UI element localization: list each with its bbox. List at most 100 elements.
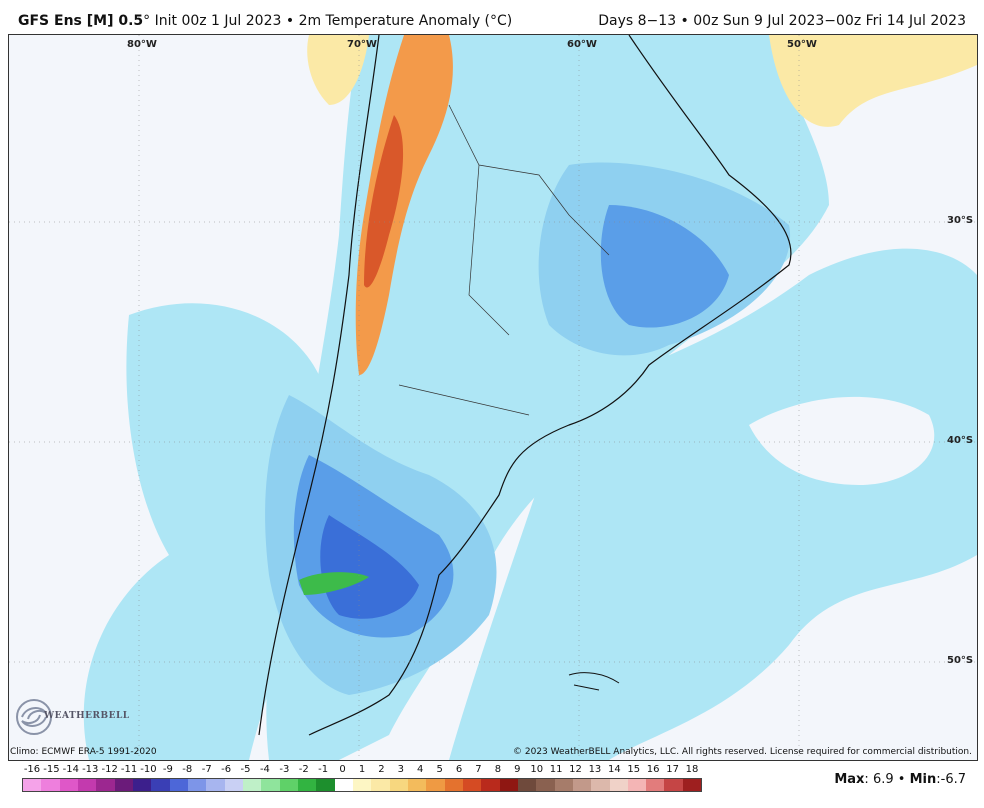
maxmin-separator: • [897, 772, 906, 787]
colorbar-swatch [206, 779, 225, 791]
valid-period: Days 8−13 • 00z Sun 9 Jul 2023−00z Fri 1… [598, 13, 966, 29]
degree-symbol: ° [143, 13, 151, 29]
colorbar-swatch [151, 779, 170, 791]
colorbar-tick-label: 5 [436, 764, 443, 775]
title-bullet: • [285, 13, 295, 29]
colorbar-labels: -16 -15 -14 -13 -12 -11 -10 -9 -8 -7 -6 -5 -4 -3 -2 -1 0… [22, 764, 702, 778]
colorbar-swatch [41, 779, 60, 791]
colorbar-swatch [389, 779, 408, 791]
lat-label-30s: 30°S [947, 215, 974, 226]
field-name: 2m Temperature Anomaly (°C) [298, 13, 513, 29]
lat-label-50s: 50°S [947, 655, 974, 666]
colorbar-tick-label: 3 [397, 764, 404, 775]
colorbar-swatch [426, 779, 445, 791]
colorbar-swatch [352, 779, 372, 791]
chile-coastline [258, 35, 380, 736]
pacific-warm-patch [307, 35, 369, 105]
colorbar-tick-label: 17 [666, 764, 679, 775]
colorbar-tick-label: -15 [43, 764, 60, 775]
climatology-note: Climo: ECMWF ERA-5 1991-2020 [10, 747, 157, 757]
colorbar-tick-label: -5 [240, 764, 251, 775]
pacific-anomaly-region [83, 303, 329, 760]
copyright-notice: © 2023 WeatherBELL Analytics, LLC. All r… [513, 747, 972, 757]
anomaly-map: 80°W 70°W 60°W 50°W 30°S 40°S 50°S [8, 34, 978, 761]
colorbar-swatch [444, 779, 463, 791]
atlantic-neutral-patch [749, 396, 935, 485]
colorbar-tick-label: 11 [549, 764, 563, 775]
lon-label-60w: 60°W [567, 39, 597, 50]
init-time: Init 00z 1 Jul 2023 [154, 13, 282, 29]
colorbar-tick-label: 14 [607, 764, 621, 775]
colorbar-tick-label: -10 [140, 764, 157, 775]
colorbar-tick-label: 7 [475, 764, 482, 775]
colorbar-swatch [23, 779, 42, 791]
min-label: Min [909, 772, 937, 787]
colorbar-swatch [297, 779, 317, 791]
colorbar-swatch [572, 779, 592, 791]
colorbar-tick-label: -16 [23, 764, 41, 775]
colorbar-tick-label: -8 [182, 764, 193, 775]
colorbar-swatch [169, 779, 188, 791]
colorbar-swatch [499, 779, 518, 791]
colorbar-tick-label: 0 [339, 764, 346, 775]
falkland-islands [568, 672, 620, 691]
colorbar-tick-label: -9 [162, 764, 173, 775]
colorbar-swatch [187, 779, 207, 791]
colorbar-swatch [517, 779, 537, 791]
colorbar-swatch [646, 779, 665, 791]
strong-cold-anomaly [299, 572, 369, 595]
colorbar-swatch [664, 779, 683, 791]
colorbar-swatch [591, 779, 610, 791]
colorbar-swatch [627, 779, 647, 791]
colorbar-swatch [96, 779, 115, 791]
colorbar-tick-label: 18 [685, 764, 699, 775]
colorbar-tick-label: -6 [221, 764, 232, 775]
colorbar-swatch [261, 779, 280, 791]
colorbar-swatch [224, 779, 243, 791]
colorbar-swatch [481, 779, 500, 791]
min-value: -6.7 [940, 772, 966, 787]
colorbar-swatch [334, 779, 353, 791]
colorbar-tick-label: 1 [358, 764, 366, 775]
colorbar [22, 778, 702, 792]
colorbar-swatch [371, 779, 390, 791]
model-name: GFS Ens [M] 0.5 [18, 13, 144, 29]
colorbar-tick-label: 15 [627, 764, 641, 775]
colorbar-swatch [242, 779, 262, 791]
colorbar-tick-label: 12 [569, 764, 582, 775]
weatherbell-logo: WEATHERBELL [14, 697, 129, 741]
colorbar-swatch [114, 779, 133, 791]
colorbar-tick-label: -14 [62, 764, 79, 775]
andes-warm-anomaly [355, 35, 453, 375]
colorbar-tick-label: 16 [646, 764, 660, 775]
colorbar-swatch [682, 779, 702, 791]
colorbar-tick-label: -4 [259, 764, 270, 775]
lon-label-50w: 50°W [787, 39, 817, 50]
brazil-warm-patch [769, 35, 977, 127]
colorbar-swatch [279, 779, 298, 791]
logo-wordmark: WEATHERBELL [44, 711, 130, 721]
colorbar-swatch [609, 779, 628, 791]
colorbar-tick-label: 2 [378, 764, 385, 775]
lon-label-70w: 70°W [347, 39, 377, 50]
colorbar-swatch [77, 779, 97, 791]
max-min-readout: Max: 6.9 • Min:-6.7 [834, 772, 966, 787]
colorbar-tick-label: -11 [120, 764, 138, 775]
colorbar-tick-label: 8 [494, 764, 502, 775]
colorbar-tick-label: -7 [201, 764, 212, 775]
title-bar: GFS Ens [M] 0.5° Init 00z 1 Jul 2023 • 2… [0, 0, 984, 34]
colorbar-swatch [316, 779, 335, 791]
colorbar-tick-label: -13 [82, 764, 99, 775]
province-borders [398, 104, 610, 416]
colorbar-swatch [462, 779, 482, 791]
colorbar-tick-label: -3 [279, 764, 290, 775]
colorbar-tick-label: -12 [101, 764, 118, 775]
colorbar-swatch [554, 779, 573, 791]
colorbar-swatch [59, 779, 78, 791]
colorbar-swatch [407, 779, 427, 791]
patagonia-deep-cold [320, 515, 419, 619]
lon-label-80w: 80°W [127, 39, 157, 50]
atlantic-coastline [308, 35, 792, 736]
uruguay-cold-anomaly [600, 205, 729, 328]
atlantic-anomaly-region [449, 248, 977, 760]
